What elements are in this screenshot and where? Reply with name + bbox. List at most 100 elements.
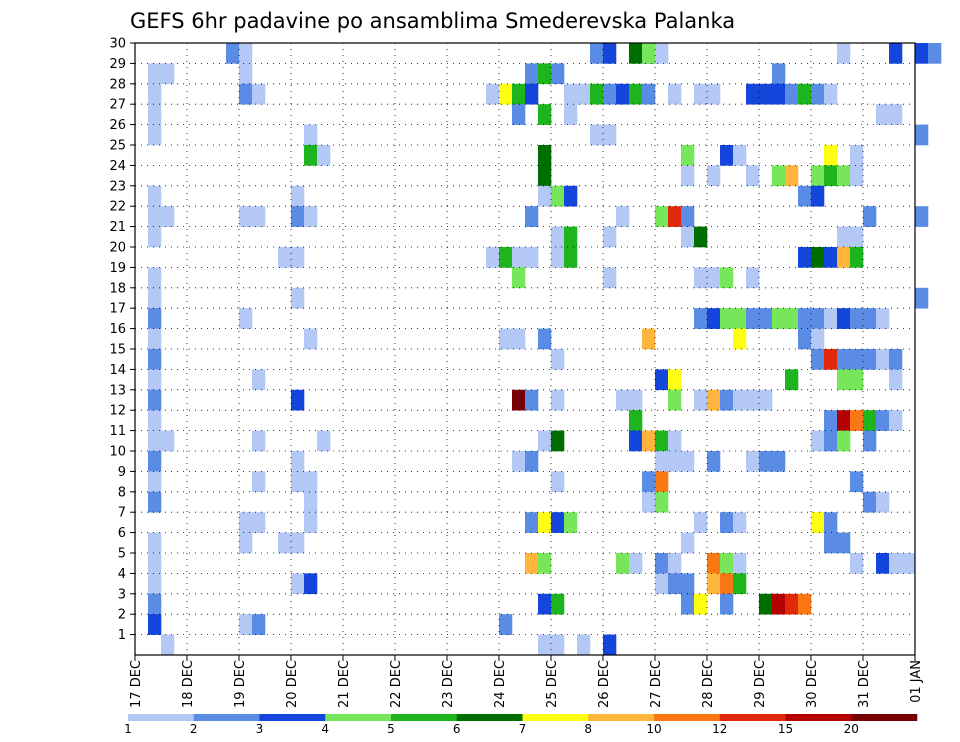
heatmap-cell [837,410,851,431]
heatmap-cell [798,83,812,105]
heatmap-cell [720,389,734,411]
heatmap-cell [824,83,838,105]
y-tick-label: 25 [109,139,126,154]
legend-swatch [325,714,392,721]
heatmap-cell [291,287,305,309]
heatmap-cell [252,512,266,533]
legend-label: 2 [190,722,198,736]
heatmap-cell [538,145,552,166]
heatmap-cell [798,185,812,207]
heatmap-cell [681,451,695,472]
heatmap-cell [694,83,708,105]
heatmap-cell [642,43,656,64]
x-tick-label: 25 DEC [545,660,560,708]
heatmap-cell [772,165,786,187]
x-tick-label: 21 DEC [337,660,352,708]
heatmap-cell [603,43,617,64]
heatmap-cell [629,83,643,105]
y-tick-label: 27 [109,98,126,113]
heatmap-cell [304,471,318,493]
heatmap-cell [603,124,617,146]
heatmap-cell [551,349,565,370]
x-tick-label: 18 DEC [181,660,196,708]
heatmap-cell [304,145,318,166]
heatmap-cell [681,226,695,248]
legend-label: 6 [453,722,461,736]
heatmap-cell [486,247,500,268]
heatmap-cell [239,532,253,554]
heatmap-cell [252,430,266,452]
heatmap-cell [824,145,838,166]
heatmap-cell [538,593,552,615]
heatmap-cell [694,267,708,289]
heatmap-cell [304,328,318,350]
heatmap-cell [811,185,825,207]
heatmap-cell [525,63,539,85]
x-tick-label: 30 DEC [805,660,820,708]
heatmap-cell [655,451,669,472]
y-tick-label: 18 [109,281,126,296]
heatmap-cell [499,614,513,635]
heatmap-cell [148,83,162,105]
y-tick-label: 11 [109,424,126,439]
heatmap-cell [876,104,890,125]
heatmap-cell [837,247,851,268]
heatmap-cell [668,451,682,472]
heatmap-cell [694,593,708,615]
heatmap-cell [837,308,851,329]
y-tick-label: 6 [118,526,126,541]
heatmap-cell [733,512,747,533]
heatmap-cell [512,328,526,350]
heatmap-cell [525,389,539,411]
heatmap-cell [148,491,162,513]
heatmap-cell [824,512,838,533]
heatmap-cell [551,593,565,615]
heatmap-cell [551,247,565,268]
heatmap-cell [824,308,838,329]
heatmap-cell [707,451,721,472]
heatmap-cell [668,83,682,105]
heatmap-cell [564,104,578,125]
heatmap-cell [863,206,877,227]
heatmap-cell [694,389,708,411]
heatmap-cell [148,308,162,329]
heatmap-cell [681,206,695,227]
heatmap-cell [525,83,539,105]
heatmap-cell [603,226,617,248]
heatmap-cell [642,83,656,105]
heatmap-cell [876,553,890,574]
y-tick-label: 13 [109,383,126,398]
y-tick-label: 28 [109,77,126,92]
heatmap-cell [720,573,734,595]
y-tick-label: 5 [118,547,126,562]
heatmap-cell [655,573,669,595]
heatmap-cell [772,308,786,329]
heatmap-cell [564,247,578,268]
heatmap-cell [291,247,305,268]
heatmap-cell [564,226,578,248]
heatmap-cell [317,430,331,452]
heatmap-cell [928,43,942,64]
heatmap-cell [148,553,162,574]
heatmap-cell [148,614,162,635]
heatmap-cell [915,124,929,146]
heatmap-cell [707,83,721,105]
heatmap-cell [720,553,734,574]
legend-swatch [851,714,918,721]
heatmap-cell [915,206,929,227]
heatmap-cell [239,614,253,635]
heatmap-cell [512,451,526,472]
heatmap-cell [655,43,669,64]
heatmap-cell [538,430,552,452]
heatmap-cell [551,430,565,452]
heatmap-cell [863,430,877,452]
cells-layer [148,43,942,656]
heatmap-cell [811,328,825,350]
heatmap-cell [837,430,851,452]
x-tick-label: 24 DEC [493,660,508,708]
heatmap-cell [811,83,825,105]
heatmap-cell [148,471,162,493]
heatmap-cell [291,573,305,595]
y-tick-label: 10 [109,445,126,460]
